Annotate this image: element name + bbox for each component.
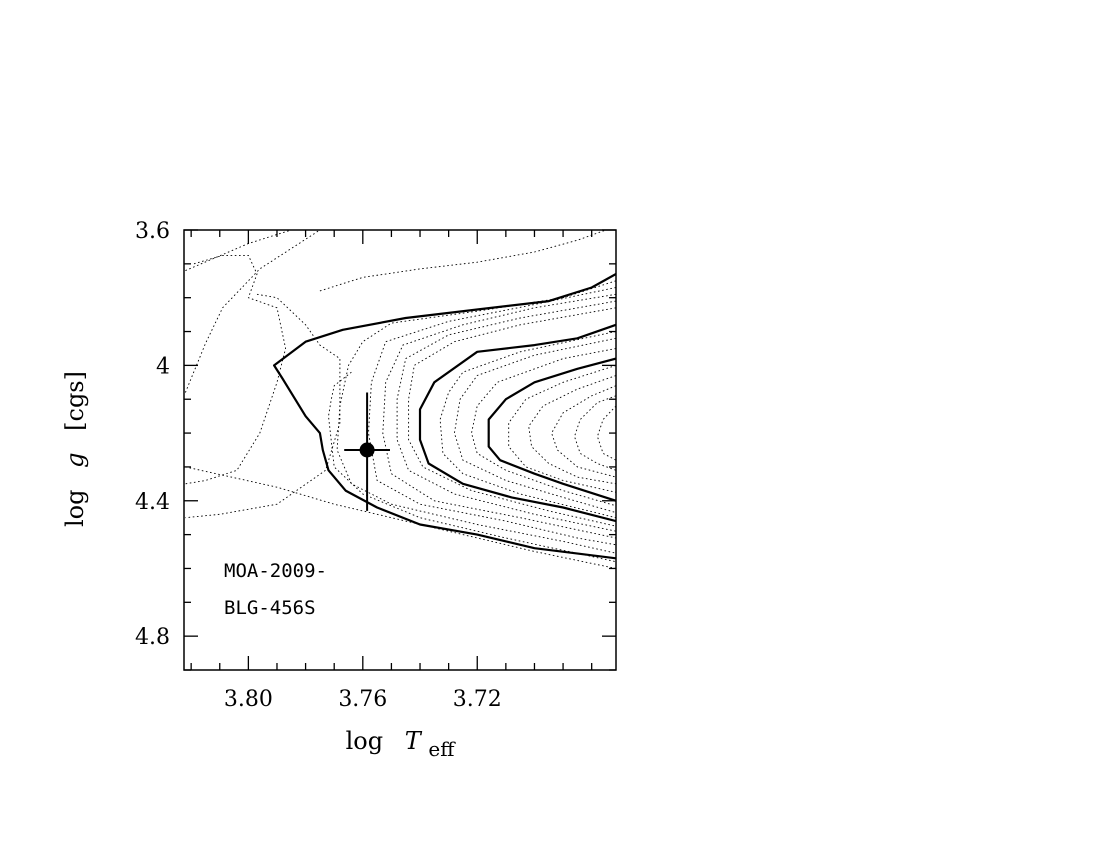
dotted-curve-4: [185, 466, 616, 569]
dotted-curve-19: [508, 364, 616, 493]
solid-curve-18: [487, 357, 616, 502]
y-axis-label-prefix: log: [61, 490, 89, 528]
y-axis-label-symbol: g: [61, 452, 89, 467]
x-axis-label-subscript: eff: [428, 737, 456, 761]
plot-frame: [183, 229, 617, 671]
y-tick-label: 4.8: [135, 625, 170, 650]
dotted-curve-11: [382, 293, 616, 539]
x-tick-label: 3.72: [453, 687, 502, 712]
x-tick-label: 3.80: [224, 687, 273, 712]
solid-curve-8: [273, 272, 616, 560]
isochrone-curves: [184, 230, 616, 569]
dotted-curve-1: [184, 230, 321, 393]
dotted-curve-20: [528, 375, 616, 485]
dotted-curve-17: [471, 348, 616, 507]
x-axis-label: log T eff: [346, 727, 457, 761]
data-point-marker: [359, 442, 375, 458]
dotted-curve-12: [396, 300, 616, 532]
x-axis-label-symbol: T: [405, 727, 423, 755]
dotted-curve-6: [319, 230, 607, 292]
y-axis-label-suffix: [cgs]: [61, 371, 89, 431]
x-axis-label-prefix: log: [346, 727, 384, 755]
solid-curve-14: [418, 323, 616, 523]
annotation-line-2: BLG-456S: [224, 597, 316, 619]
y-tick-label: 3.6: [135, 219, 170, 244]
tick-labels: 3.80 3.76 3.72 3.6 4 4.4 4.8: [135, 219, 502, 712]
dotted-curve-15: [439, 331, 616, 519]
dotted-curve-5: [185, 230, 292, 272]
y-tick-label: 4: [156, 354, 170, 379]
dotted-curve-2: [185, 254, 287, 485]
data-point-group: [344, 392, 390, 511]
dotted-curve-9: [336, 280, 616, 554]
x-tick-label: 3.76: [338, 687, 387, 712]
dotted-curve-21: [551, 385, 616, 478]
dotted-curve-13: [408, 307, 616, 527]
dotted-curve-3: [185, 293, 341, 519]
y-tick-label: 4.4: [135, 490, 170, 515]
dotted-curve-7: [328, 371, 616, 563]
annotation-line-1: MOA-2009-: [224, 560, 327, 582]
y-axis-label: log g [cgs]: [61, 371, 89, 527]
dotted-curve-23: [596, 405, 616, 461]
